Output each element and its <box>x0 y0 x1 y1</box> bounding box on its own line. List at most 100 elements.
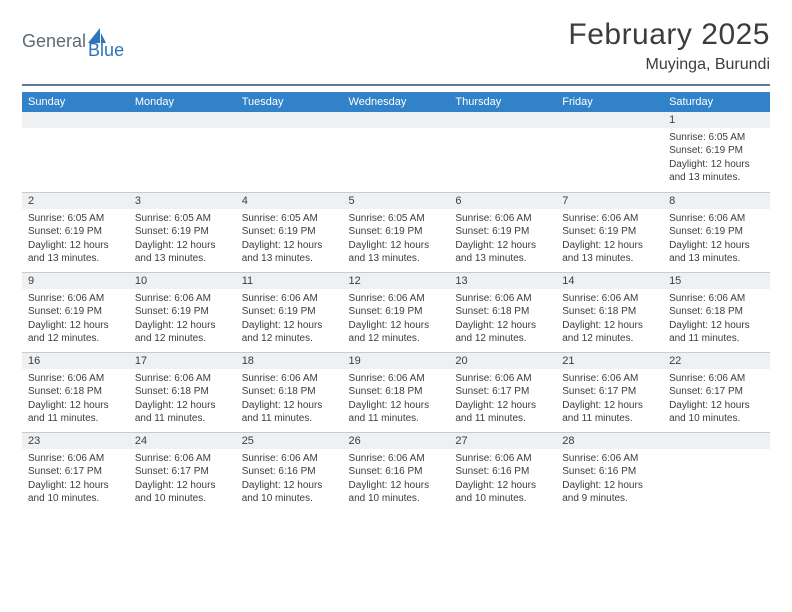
calendar-cell: 16Sunrise: 6:06 AMSunset: 6:18 PMDayligh… <box>22 352 129 432</box>
daylight-line1: Daylight: 12 hours <box>562 479 657 493</box>
day-number: 4 <box>236 192 343 209</box>
day-number: 22 <box>663 352 770 369</box>
sunset-text: Sunset: 6:18 PM <box>242 385 337 399</box>
sunset-text: Sunset: 6:19 PM <box>349 225 444 239</box>
sunrise-text: Sunrise: 6:06 AM <box>242 452 337 466</box>
daylight-line1: Daylight: 12 hours <box>455 239 550 253</box>
day-details: Sunrise: 6:06 AMSunset: 6:18 PMDaylight:… <box>449 289 556 351</box>
calendar-table: Sunday Monday Tuesday Wednesday Thursday… <box>22 92 770 512</box>
sunrise-text: Sunrise: 6:05 AM <box>242 212 337 226</box>
daylight-line2: and 9 minutes. <box>562 492 657 506</box>
day-details: Sunrise: 6:06 AMSunset: 6:19 PMDaylight:… <box>556 209 663 271</box>
day-details: Sunrise: 6:06 AMSunset: 6:18 PMDaylight:… <box>663 289 770 351</box>
day-header: Wednesday <box>343 92 450 112</box>
calendar-week-row: 1Sunrise: 6:05 AMSunset: 6:19 PMDaylight… <box>22 112 770 192</box>
day-number: 9 <box>22 272 129 289</box>
calendar-cell: 22Sunrise: 6:06 AMSunset: 6:17 PMDayligh… <box>663 352 770 432</box>
day-details: Sunrise: 6:05 AMSunset: 6:19 PMDaylight:… <box>129 209 236 271</box>
sunrise-text: Sunrise: 6:06 AM <box>135 292 230 306</box>
day-number: 1 <box>663 112 770 128</box>
daylight-line2: and 11 minutes. <box>669 332 764 346</box>
daylight-line2: and 13 minutes. <box>349 252 444 266</box>
day-number <box>129 112 236 128</box>
day-details: Sunrise: 6:06 AMSunset: 6:19 PMDaylight:… <box>129 289 236 351</box>
day-details: Sunrise: 6:06 AMSunset: 6:19 PMDaylight:… <box>22 289 129 351</box>
title-underline <box>22 84 770 86</box>
sunrise-text: Sunrise: 6:06 AM <box>562 292 657 306</box>
day-details: Sunrise: 6:06 AMSunset: 6:17 PMDaylight:… <box>556 369 663 431</box>
brand-text-general: General <box>22 31 86 52</box>
day-number: 21 <box>556 352 663 369</box>
sunrise-text: Sunrise: 6:06 AM <box>455 212 550 226</box>
sunset-text: Sunset: 6:16 PM <box>242 465 337 479</box>
sunrise-text: Sunrise: 6:06 AM <box>135 372 230 386</box>
brand-text-blue: Blue <box>88 40 124 61</box>
day-number <box>22 112 129 128</box>
calendar-header-row: Sunday Monday Tuesday Wednesday Thursday… <box>22 92 770 112</box>
sunrise-text: Sunrise: 6:06 AM <box>455 452 550 466</box>
day-details: Sunrise: 6:06 AMSunset: 6:17 PMDaylight:… <box>449 369 556 431</box>
daylight-line1: Daylight: 12 hours <box>562 319 657 333</box>
day-details: Sunrise: 6:06 AMSunset: 6:17 PMDaylight:… <box>22 449 129 511</box>
day-details: Sunrise: 6:06 AMSunset: 6:18 PMDaylight:… <box>22 369 129 431</box>
daylight-line1: Daylight: 12 hours <box>28 319 123 333</box>
day-header: Saturday <box>663 92 770 112</box>
calendar-cell: 17Sunrise: 6:06 AMSunset: 6:18 PMDayligh… <box>129 352 236 432</box>
day-details: Sunrise: 6:06 AMSunset: 6:18 PMDaylight:… <box>129 369 236 431</box>
calendar-cell <box>663 432 770 512</box>
calendar-cell: 3Sunrise: 6:05 AMSunset: 6:19 PMDaylight… <box>129 192 236 272</box>
sunset-text: Sunset: 6:19 PM <box>242 305 337 319</box>
day-number <box>663 432 770 449</box>
day-number: 28 <box>556 432 663 449</box>
sunset-text: Sunset: 6:19 PM <box>349 305 444 319</box>
daylight-line1: Daylight: 12 hours <box>349 319 444 333</box>
daylight-line2: and 10 minutes. <box>455 492 550 506</box>
calendar-cell: 20Sunrise: 6:06 AMSunset: 6:17 PMDayligh… <box>449 352 556 432</box>
daylight-line1: Daylight: 12 hours <box>28 479 123 493</box>
day-number: 24 <box>129 432 236 449</box>
calendar-week-row: 23Sunrise: 6:06 AMSunset: 6:17 PMDayligh… <box>22 432 770 512</box>
daylight-line2: and 11 minutes. <box>242 412 337 426</box>
calendar-cell: 2Sunrise: 6:05 AMSunset: 6:19 PMDaylight… <box>22 192 129 272</box>
daylight-line1: Daylight: 12 hours <box>242 479 337 493</box>
calendar-cell: 4Sunrise: 6:05 AMSunset: 6:19 PMDaylight… <box>236 192 343 272</box>
calendar-cell: 10Sunrise: 6:06 AMSunset: 6:19 PMDayligh… <box>129 272 236 352</box>
daylight-line1: Daylight: 12 hours <box>562 399 657 413</box>
location-label: Muyinga, Burundi <box>568 56 770 74</box>
calendar-cell: 8Sunrise: 6:06 AMSunset: 6:19 PMDaylight… <box>663 192 770 272</box>
sunset-text: Sunset: 6:18 PM <box>669 305 764 319</box>
calendar-cell: 14Sunrise: 6:06 AMSunset: 6:18 PMDayligh… <box>556 272 663 352</box>
sunset-text: Sunset: 6:17 PM <box>28 465 123 479</box>
daylight-line2: and 13 minutes. <box>455 252 550 266</box>
sunset-text: Sunset: 6:16 PM <box>562 465 657 479</box>
calendar-cell: 15Sunrise: 6:06 AMSunset: 6:18 PMDayligh… <box>663 272 770 352</box>
day-number: 8 <box>663 192 770 209</box>
calendar-cell: 11Sunrise: 6:06 AMSunset: 6:19 PMDayligh… <box>236 272 343 352</box>
day-header: Tuesday <box>236 92 343 112</box>
sunrise-text: Sunrise: 6:06 AM <box>669 212 764 226</box>
calendar-cell: 23Sunrise: 6:06 AMSunset: 6:17 PMDayligh… <box>22 432 129 512</box>
day-number: 25 <box>236 432 343 449</box>
day-details: Sunrise: 6:05 AMSunset: 6:19 PMDaylight:… <box>22 209 129 271</box>
calendar-cell: 1Sunrise: 6:05 AMSunset: 6:19 PMDaylight… <box>663 112 770 192</box>
calendar-cell <box>449 112 556 192</box>
day-number <box>343 112 450 128</box>
calendar-week-row: 9Sunrise: 6:06 AMSunset: 6:19 PMDaylight… <box>22 272 770 352</box>
daylight-line1: Daylight: 12 hours <box>455 399 550 413</box>
sunset-text: Sunset: 6:19 PM <box>455 225 550 239</box>
calendar-cell: 27Sunrise: 6:06 AMSunset: 6:16 PMDayligh… <box>449 432 556 512</box>
daylight-line1: Daylight: 12 hours <box>455 319 550 333</box>
daylight-line2: and 10 minutes. <box>349 492 444 506</box>
day-header: Thursday <box>449 92 556 112</box>
calendar-cell: 26Sunrise: 6:06 AMSunset: 6:16 PMDayligh… <box>343 432 450 512</box>
day-number: 16 <box>22 352 129 369</box>
day-details: Sunrise: 6:06 AMSunset: 6:16 PMDaylight:… <box>343 449 450 511</box>
calendar-cell: 25 Sunrise: 6:06 AMSunset: 6:16 PMDayligh… <box>236 432 343 512</box>
daylight-line2: and 11 minutes. <box>562 412 657 426</box>
day-number: 17 <box>129 352 236 369</box>
sunrise-text: Sunrise: 6:06 AM <box>562 372 657 386</box>
sunrise-text: Sunrise: 6:06 AM <box>242 372 337 386</box>
calendar-cell <box>22 112 129 192</box>
daylight-line2: and 12 minutes. <box>562 332 657 346</box>
sunset-text: Sunset: 6:17 PM <box>562 385 657 399</box>
